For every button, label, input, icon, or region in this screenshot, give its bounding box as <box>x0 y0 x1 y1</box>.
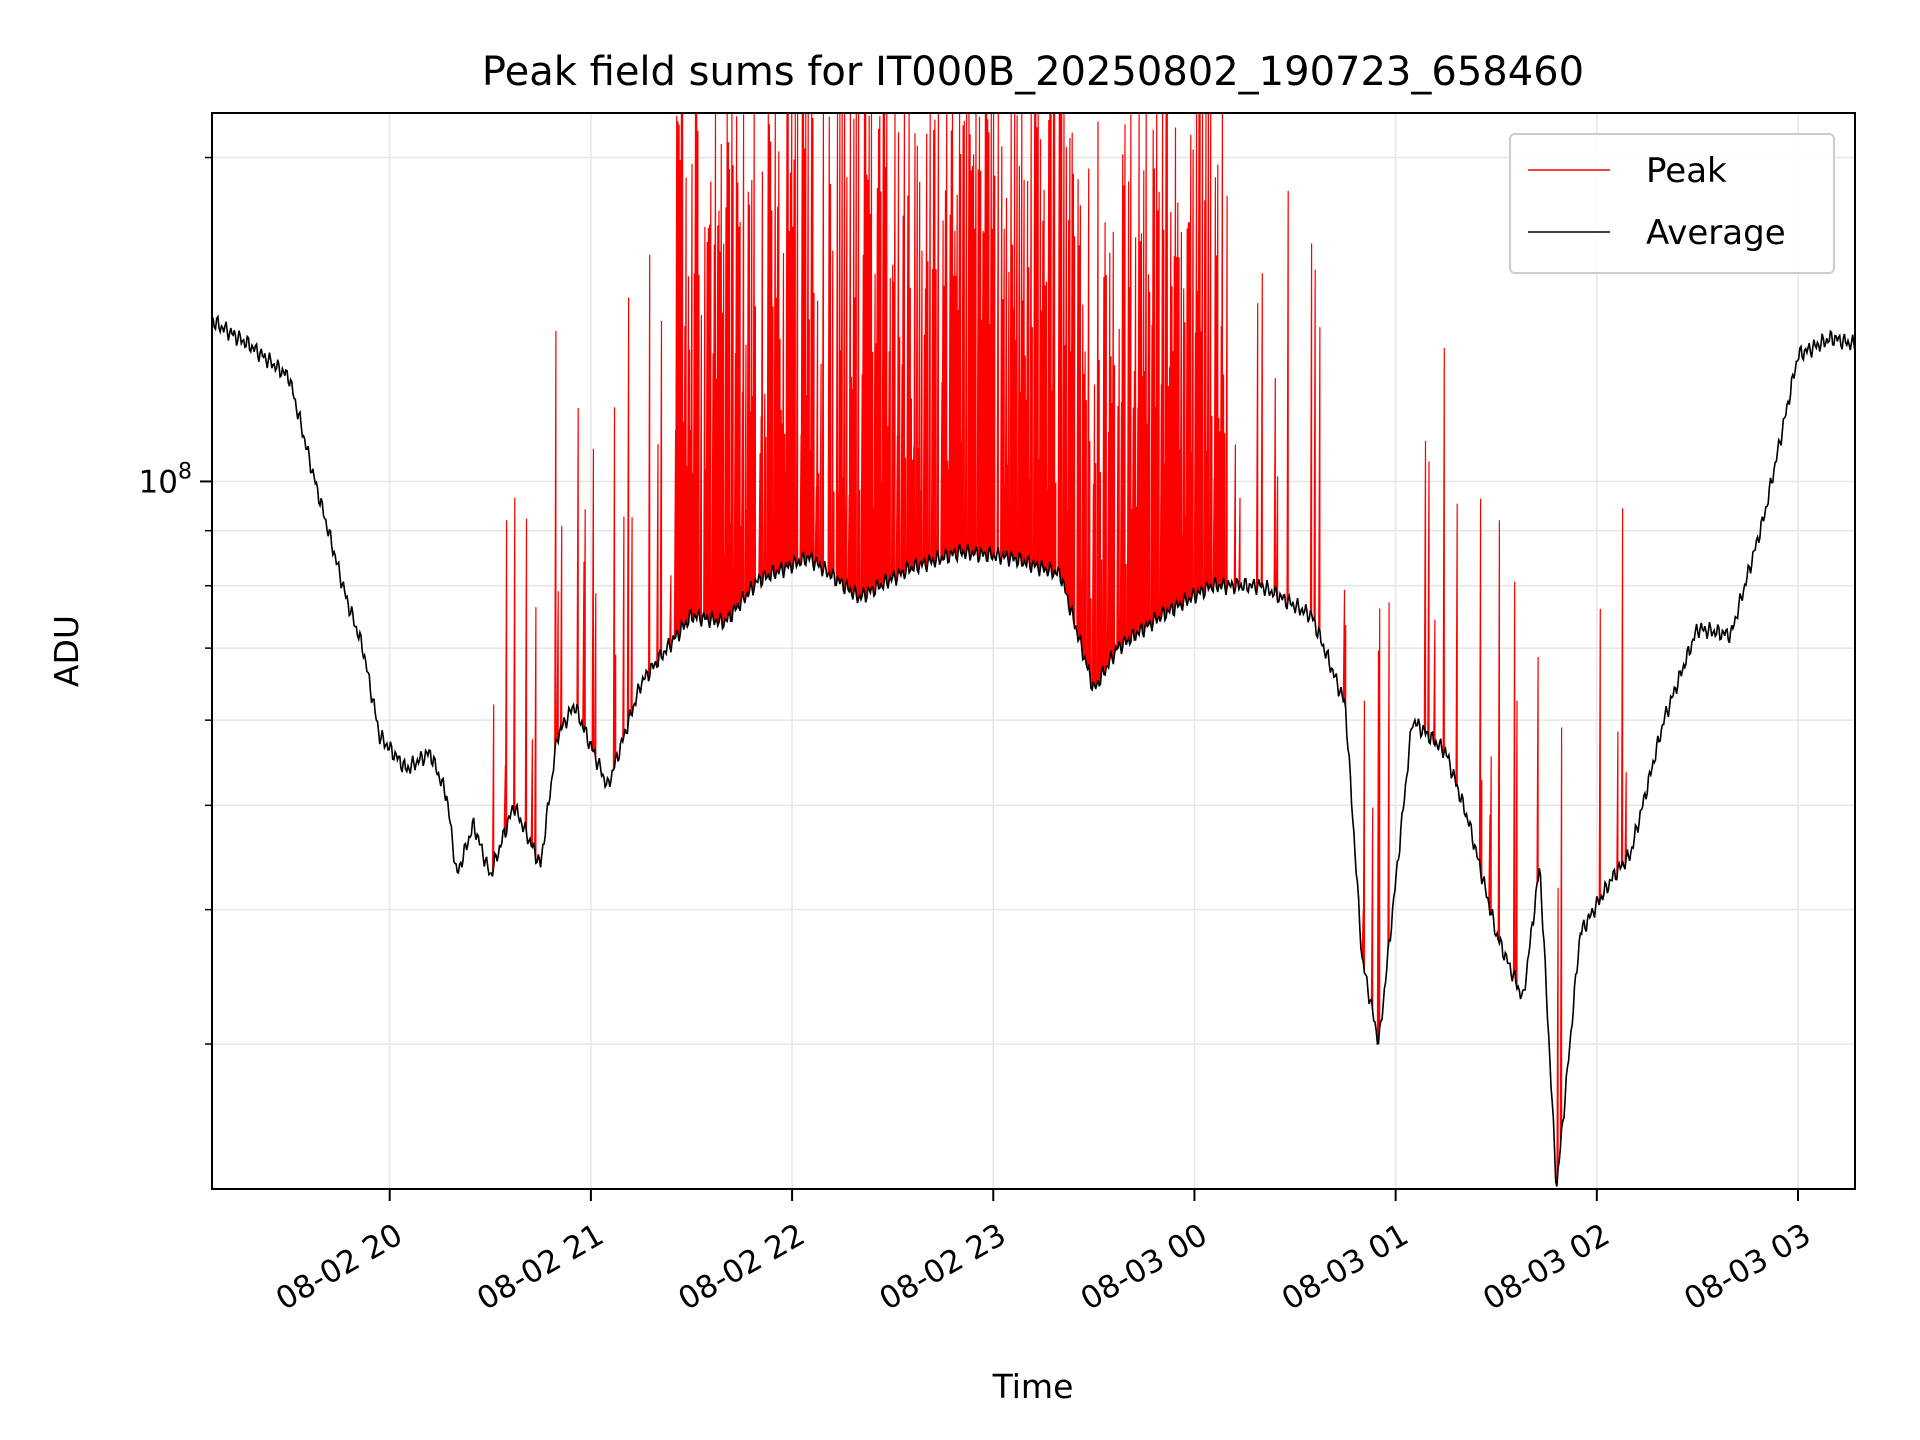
legend-box <box>1509 133 1835 274</box>
x-tick-label: 08-03 00 <box>1075 1217 1214 1318</box>
x-tick-label: 08-02 21 <box>471 1217 610 1318</box>
y-axis-title: ADU <box>47 615 86 687</box>
plot-frame <box>211 112 1856 1190</box>
x-tick-label: 08-03 03 <box>1678 1217 1817 1318</box>
legend-peak-label: Peak <box>1646 151 1727 191</box>
x-axis: 08-02 20 08-02 21 08-02 22 08-02 23 08-03 00… <box>270 1189 1817 1318</box>
x-tick-label: 08-02 22 <box>672 1217 811 1318</box>
legend-average-label: Average <box>1646 213 1786 253</box>
peak-line <box>211 112 1856 1187</box>
x-tick-label: 08-03 02 <box>1477 1217 1616 1318</box>
peak-series <box>211 112 1856 1187</box>
legend: Peak Average <box>1509 133 1835 274</box>
y-tick-label: 108 <box>139 459 192 500</box>
grid <box>212 113 1855 1189</box>
x-axis-title: Time <box>992 1367 1074 1406</box>
x-tick-label: 08-02 20 <box>270 1217 409 1318</box>
chart-title: Peak field sums for IT000B_20250802_1907… <box>482 49 1584 95</box>
average-series <box>211 314 1856 1187</box>
x-tick-label: 08-03 01 <box>1276 1217 1415 1318</box>
x-tick-label: 08-02 23 <box>874 1217 1013 1318</box>
average-line <box>211 314 1856 1187</box>
y-axis: 108 <box>139 156 212 1045</box>
